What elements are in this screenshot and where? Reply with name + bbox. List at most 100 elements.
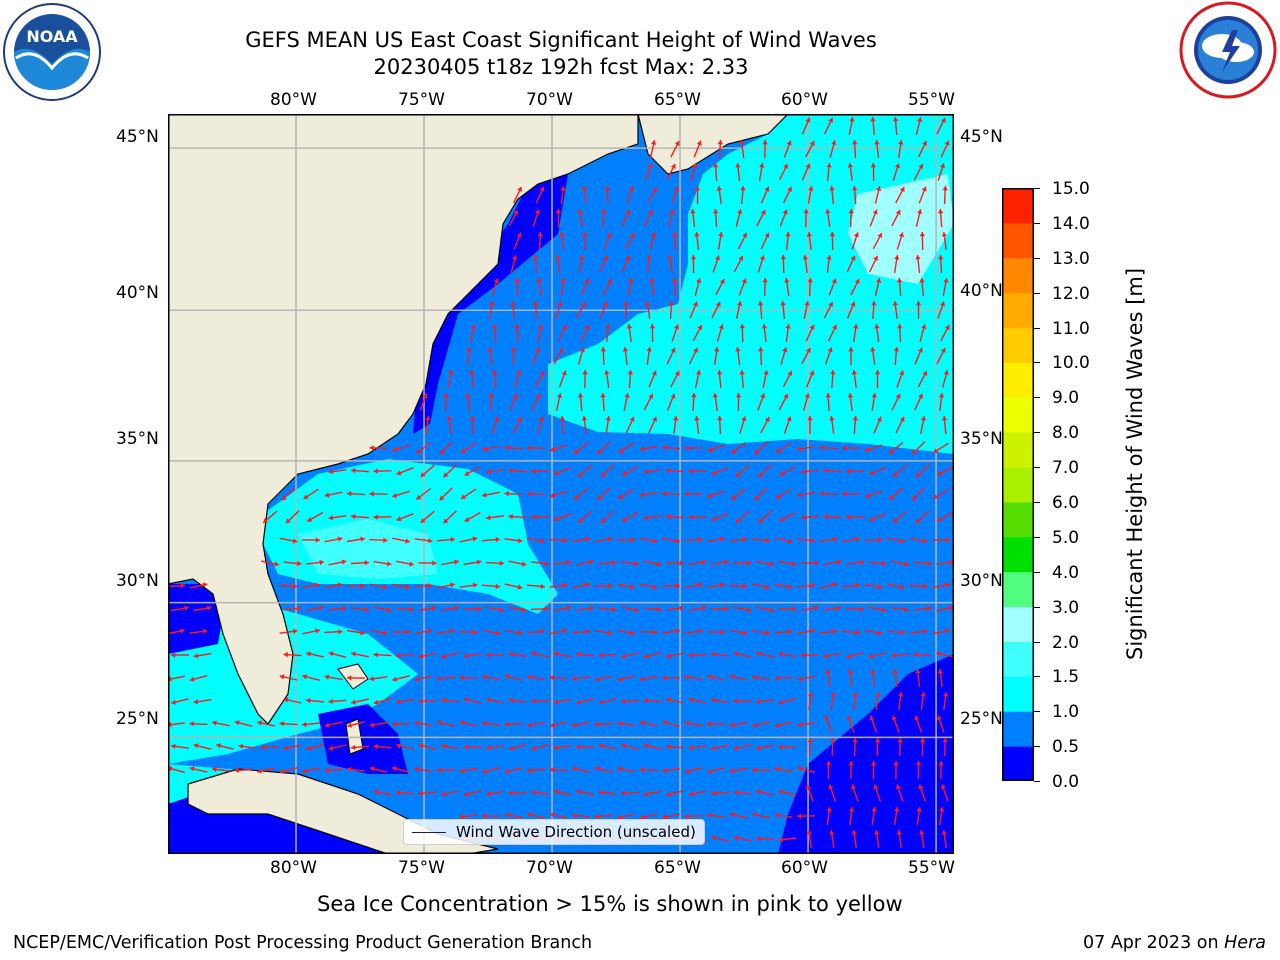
wind-wave-arrow — [324, 721, 343, 728]
wind-wave-arrow — [234, 720, 253, 727]
wind-wave-arrow — [894, 806, 900, 826]
wind-wave-arrow — [729, 536, 748, 543]
wind-wave-arrow — [915, 117, 923, 135]
lon-tick-bottom-80w: 80°W — [270, 858, 317, 878]
wind-wave-arrow — [913, 652, 932, 658]
wind-wave-arrow — [868, 255, 879, 273]
wind-wave-arrow — [373, 514, 392, 520]
wind-wave-arrow — [711, 559, 729, 566]
wind-wave-arrow — [189, 766, 208, 773]
wind-wave-arrow — [643, 209, 654, 227]
land-florida-keys — [337, 663, 369, 690]
wind-wave-arrow — [600, 392, 606, 412]
wind-wave-arrow — [395, 606, 415, 612]
wind-wave-arrow — [618, 442, 634, 454]
wind-wave-arrow — [283, 697, 302, 704]
wind-wave-arrow — [418, 698, 437, 704]
wind-wave-arrow — [414, 628, 433, 635]
wind-wave-arrow — [936, 651, 954, 658]
wind-wave-arrow — [852, 737, 858, 757]
colorbar-tick-mark — [1034, 467, 1040, 469]
wind-wave-arrow — [577, 510, 593, 524]
wind-wave-arrow — [666, 393, 676, 411]
wind-wave-arrow — [599, 301, 608, 319]
wind-wave-arrow — [460, 488, 477, 500]
noaa-logo: NOAA — [3, 3, 101, 101]
colorbar-tick-label: 13.0 — [1052, 248, 1090, 269]
wind-wave-arrow — [851, 829, 857, 849]
wind-wave-arrow — [463, 744, 482, 750]
wind-wave-arrow — [598, 789, 617, 796]
wind-wave-arrow — [171, 698, 189, 705]
wind-wave-arrow — [594, 536, 613, 543]
colorbar-tick-mark — [1034, 641, 1040, 643]
colorbar-tick-label: 5.0 — [1052, 527, 1080, 548]
wind-wave-arrow — [396, 743, 414, 750]
wind-wave-arrow — [871, 806, 877, 826]
wind-wave-arrow — [842, 629, 860, 636]
wind-wave-arrow — [688, 514, 707, 520]
wind-wave-arrow — [690, 209, 696, 227]
footer-host: Hera — [1224, 933, 1266, 953]
colorbar-tick-mark — [1034, 327, 1040, 329]
wind-wave-arrow — [347, 583, 365, 589]
wind-wave-arrow — [846, 301, 856, 319]
wind-wave-arrow — [279, 537, 298, 544]
wind-wave-arrow — [920, 737, 926, 757]
wind-wave-arrow — [621, 561, 639, 567]
colorbar-tick-mark — [1034, 432, 1040, 434]
lon-tick-bottom-55w: 55°W — [908, 858, 955, 878]
wind-wave-arrow — [938, 254, 944, 274]
wind-wave-arrow — [436, 767, 456, 773]
wind-wave-arrow — [943, 692, 949, 710]
wind-wave-arrow — [783, 416, 792, 434]
wind-wave-arrow — [396, 560, 414, 567]
wind-wave-arrow — [932, 628, 950, 635]
wind-wave-arrow — [919, 231, 926, 251]
colorbar-tick-label: 9.0 — [1052, 388, 1080, 409]
wind-wave-arrow — [688, 652, 707, 658]
wind-wave-arrow — [350, 467, 370, 474]
wind-wave-arrow — [324, 491, 343, 498]
wind-wave-arrow — [485, 745, 505, 751]
wind-wave-arrow — [913, 605, 932, 612]
wind-wave-arrow — [868, 560, 887, 567]
wind-wave-arrow — [414, 583, 433, 589]
wind-wave-arrow — [756, 209, 766, 227]
wind-wave-arrow — [914, 715, 923, 733]
wind-wave-arrow — [920, 692, 926, 710]
wind-wave-arrow — [464, 465, 481, 477]
wind-wave-arrow — [485, 790, 505, 797]
wind-wave-arrow — [823, 605, 842, 612]
colorbar-tick-label: 14.0 — [1052, 213, 1090, 234]
wind-wave-arrow — [760, 232, 770, 250]
wind-wave-arrow — [774, 812, 793, 818]
wind-wave-arrow — [827, 324, 838, 342]
wind-wave-arrow — [302, 674, 320, 681]
wind-wave-arrow — [692, 324, 703, 342]
wind-wave-arrow — [936, 347, 946, 365]
wind-wave-arrow — [670, 140, 680, 158]
wind-wave-arrow — [826, 163, 832, 181]
colorbar-tick-label: 3.0 — [1052, 597, 1080, 618]
wind-wave-arrow — [459, 720, 478, 727]
wind-wave-arrow — [785, 231, 791, 251]
wind-wave-arrow — [576, 605, 594, 611]
wind-wave-arrow — [598, 743, 617, 750]
wind-wave-arrow — [738, 278, 747, 296]
wind-wave-arrow — [459, 582, 478, 588]
wind-wave-arrow — [778, 651, 797, 658]
wind-wave-arrow — [575, 744, 595, 750]
wind-wave-arrow — [716, 324, 724, 342]
wind-wave-arrow — [846, 652, 864, 659]
wind-wave-arrow — [819, 491, 838, 497]
wind-wave-arrow — [666, 652, 684, 659]
wind-wave-arrow — [396, 698, 414, 705]
wind-wave-arrow — [739, 140, 745, 158]
wind-wave-arrow — [711, 744, 729, 751]
wind-wave-arrow — [801, 163, 811, 181]
wind-wave-arrow — [845, 468, 865, 474]
wind-wave-arrow — [373, 560, 392, 567]
wind-wave-arrow — [350, 744, 370, 751]
wave-field-cyan-north — [548, 114, 954, 454]
